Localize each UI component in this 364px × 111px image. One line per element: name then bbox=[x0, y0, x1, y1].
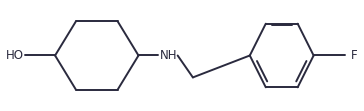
Text: NH: NH bbox=[159, 49, 177, 62]
Text: F: F bbox=[351, 49, 357, 62]
Text: HO: HO bbox=[6, 49, 24, 62]
